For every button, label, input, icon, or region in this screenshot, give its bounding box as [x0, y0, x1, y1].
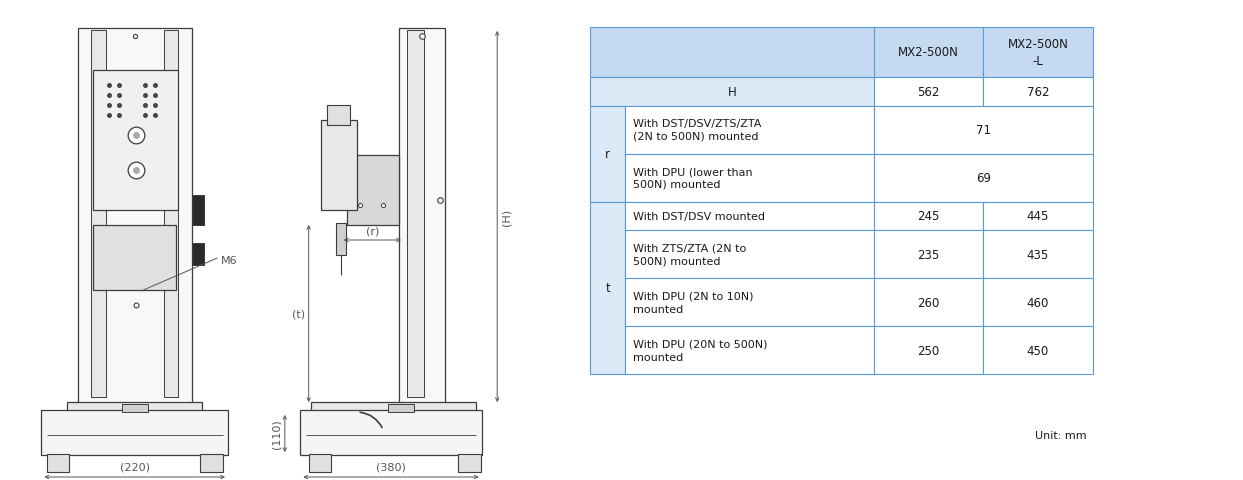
Bar [67, 402, 201, 412]
Bar [625, 202, 874, 231]
Bar [93, 71, 178, 211]
Text: r: r [605, 148, 610, 161]
Bar [388, 404, 414, 412]
Bar [336, 224, 346, 255]
Bar [301, 410, 482, 455]
Text: 69: 69 [976, 172, 991, 185]
Bar [874, 28, 983, 78]
Text: With DPU (20N to 500N)
mounted: With DPU (20N to 500N) mounted [633, 339, 767, 362]
Bar [191, 195, 204, 226]
Text: 450: 450 [1027, 344, 1049, 357]
Text: 762: 762 [1027, 85, 1049, 98]
Bar [625, 279, 874, 327]
Bar [347, 156, 399, 226]
Bar [399, 29, 445, 405]
Text: (380): (380) [377, 462, 406, 472]
Bar [874, 107, 1093, 154]
Bar [311, 402, 476, 412]
Bar [874, 231, 983, 279]
Bar [164, 31, 178, 397]
Text: H: H [727, 85, 737, 98]
Text: (r): (r) [365, 227, 379, 237]
Text: 245: 245 [917, 210, 940, 223]
Bar [321, 121, 358, 211]
Bar [93, 226, 177, 290]
Bar [327, 106, 351, 126]
Bar [983, 28, 1093, 78]
Text: 460: 460 [1027, 296, 1049, 309]
Bar [625, 154, 874, 202]
Text: 260: 260 [917, 296, 940, 309]
Bar [983, 231, 1093, 279]
Bar [47, 454, 70, 472]
Bar [590, 28, 874, 78]
Bar [457, 454, 481, 472]
Text: Unit: mm: Unit: mm [1034, 430, 1086, 440]
Bar [874, 154, 1093, 202]
Text: 235: 235 [917, 248, 940, 261]
Text: 445: 445 [1027, 210, 1049, 223]
Bar [200, 454, 222, 472]
Bar [625, 107, 874, 154]
Bar [983, 327, 1093, 374]
Text: 250: 250 [917, 344, 940, 357]
Bar [590, 202, 625, 374]
Bar [308, 454, 332, 472]
Text: With ZTS/ZTA (2N to
500N) mounted: With ZTS/ZTA (2N to 500N) mounted [633, 243, 746, 266]
Text: (t): (t) [292, 309, 306, 319]
Bar [874, 202, 983, 231]
Text: With DST/DSV mounted: With DST/DSV mounted [633, 212, 764, 221]
Text: With DPU (lower than
500N) mounted: With DPU (lower than 500N) mounted [633, 167, 752, 190]
Bar [983, 279, 1093, 327]
Bar [625, 327, 874, 374]
Bar [983, 202, 1093, 231]
Bar [191, 243, 204, 265]
Text: 562: 562 [917, 85, 940, 98]
Bar [874, 78, 983, 107]
Bar [625, 231, 874, 279]
Bar [41, 410, 227, 455]
Text: 435: 435 [1027, 248, 1049, 261]
Bar [408, 31, 424, 397]
Text: (110): (110) [272, 419, 282, 448]
Bar [874, 327, 983, 374]
Text: MX2-500N: MX2-500N [899, 46, 958, 59]
Bar [590, 78, 874, 107]
Bar [983, 78, 1093, 107]
Text: With DPU (2N to 10N)
mounted: With DPU (2N to 10N) mounted [633, 291, 753, 314]
Bar [122, 404, 148, 412]
Text: (H): (H) [501, 208, 511, 226]
Text: 71: 71 [976, 124, 991, 137]
Bar [874, 279, 983, 327]
Bar [77, 29, 191, 405]
Text: t: t [605, 282, 610, 295]
Text: M6: M6 [221, 255, 237, 265]
Bar [590, 107, 625, 202]
Bar [91, 31, 106, 397]
Text: With DST/DSV/ZTS/ZTA
(2N to 500N) mounted: With DST/DSV/ZTS/ZTA (2N to 500N) mounte… [633, 119, 761, 142]
Text: (220): (220) [119, 462, 149, 472]
Text: MX2-500N
-L: MX2-500N -L [1008, 38, 1068, 67]
